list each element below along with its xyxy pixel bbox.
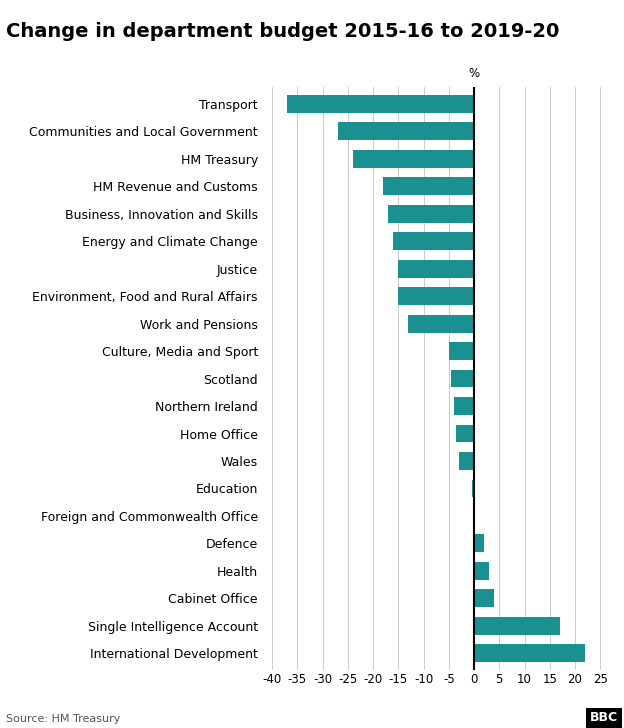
Bar — [409, 314, 474, 333]
Bar — [449, 342, 474, 360]
Bar — [459, 452, 474, 470]
Bar — [474, 534, 484, 553]
Bar — [393, 232, 474, 250]
Bar — [474, 617, 560, 635]
Bar — [353, 150, 474, 167]
Bar — [472, 480, 474, 497]
Bar — [451, 370, 474, 387]
Bar — [474, 562, 489, 579]
Text: Change in department budget 2015-16 to 2019-20: Change in department budget 2015-16 to 2… — [6, 22, 560, 41]
Bar — [474, 590, 494, 607]
Bar — [338, 122, 474, 141]
Bar — [287, 95, 474, 113]
Bar — [388, 205, 474, 223]
Text: Source: HM Treasury: Source: HM Treasury — [6, 714, 120, 724]
Text: %: % — [469, 68, 480, 80]
Bar — [474, 644, 585, 662]
Bar — [383, 178, 474, 195]
Bar — [398, 288, 474, 305]
Bar — [456, 424, 474, 443]
Text: BBC: BBC — [590, 711, 618, 724]
Bar — [398, 260, 474, 277]
Bar — [454, 397, 474, 415]
